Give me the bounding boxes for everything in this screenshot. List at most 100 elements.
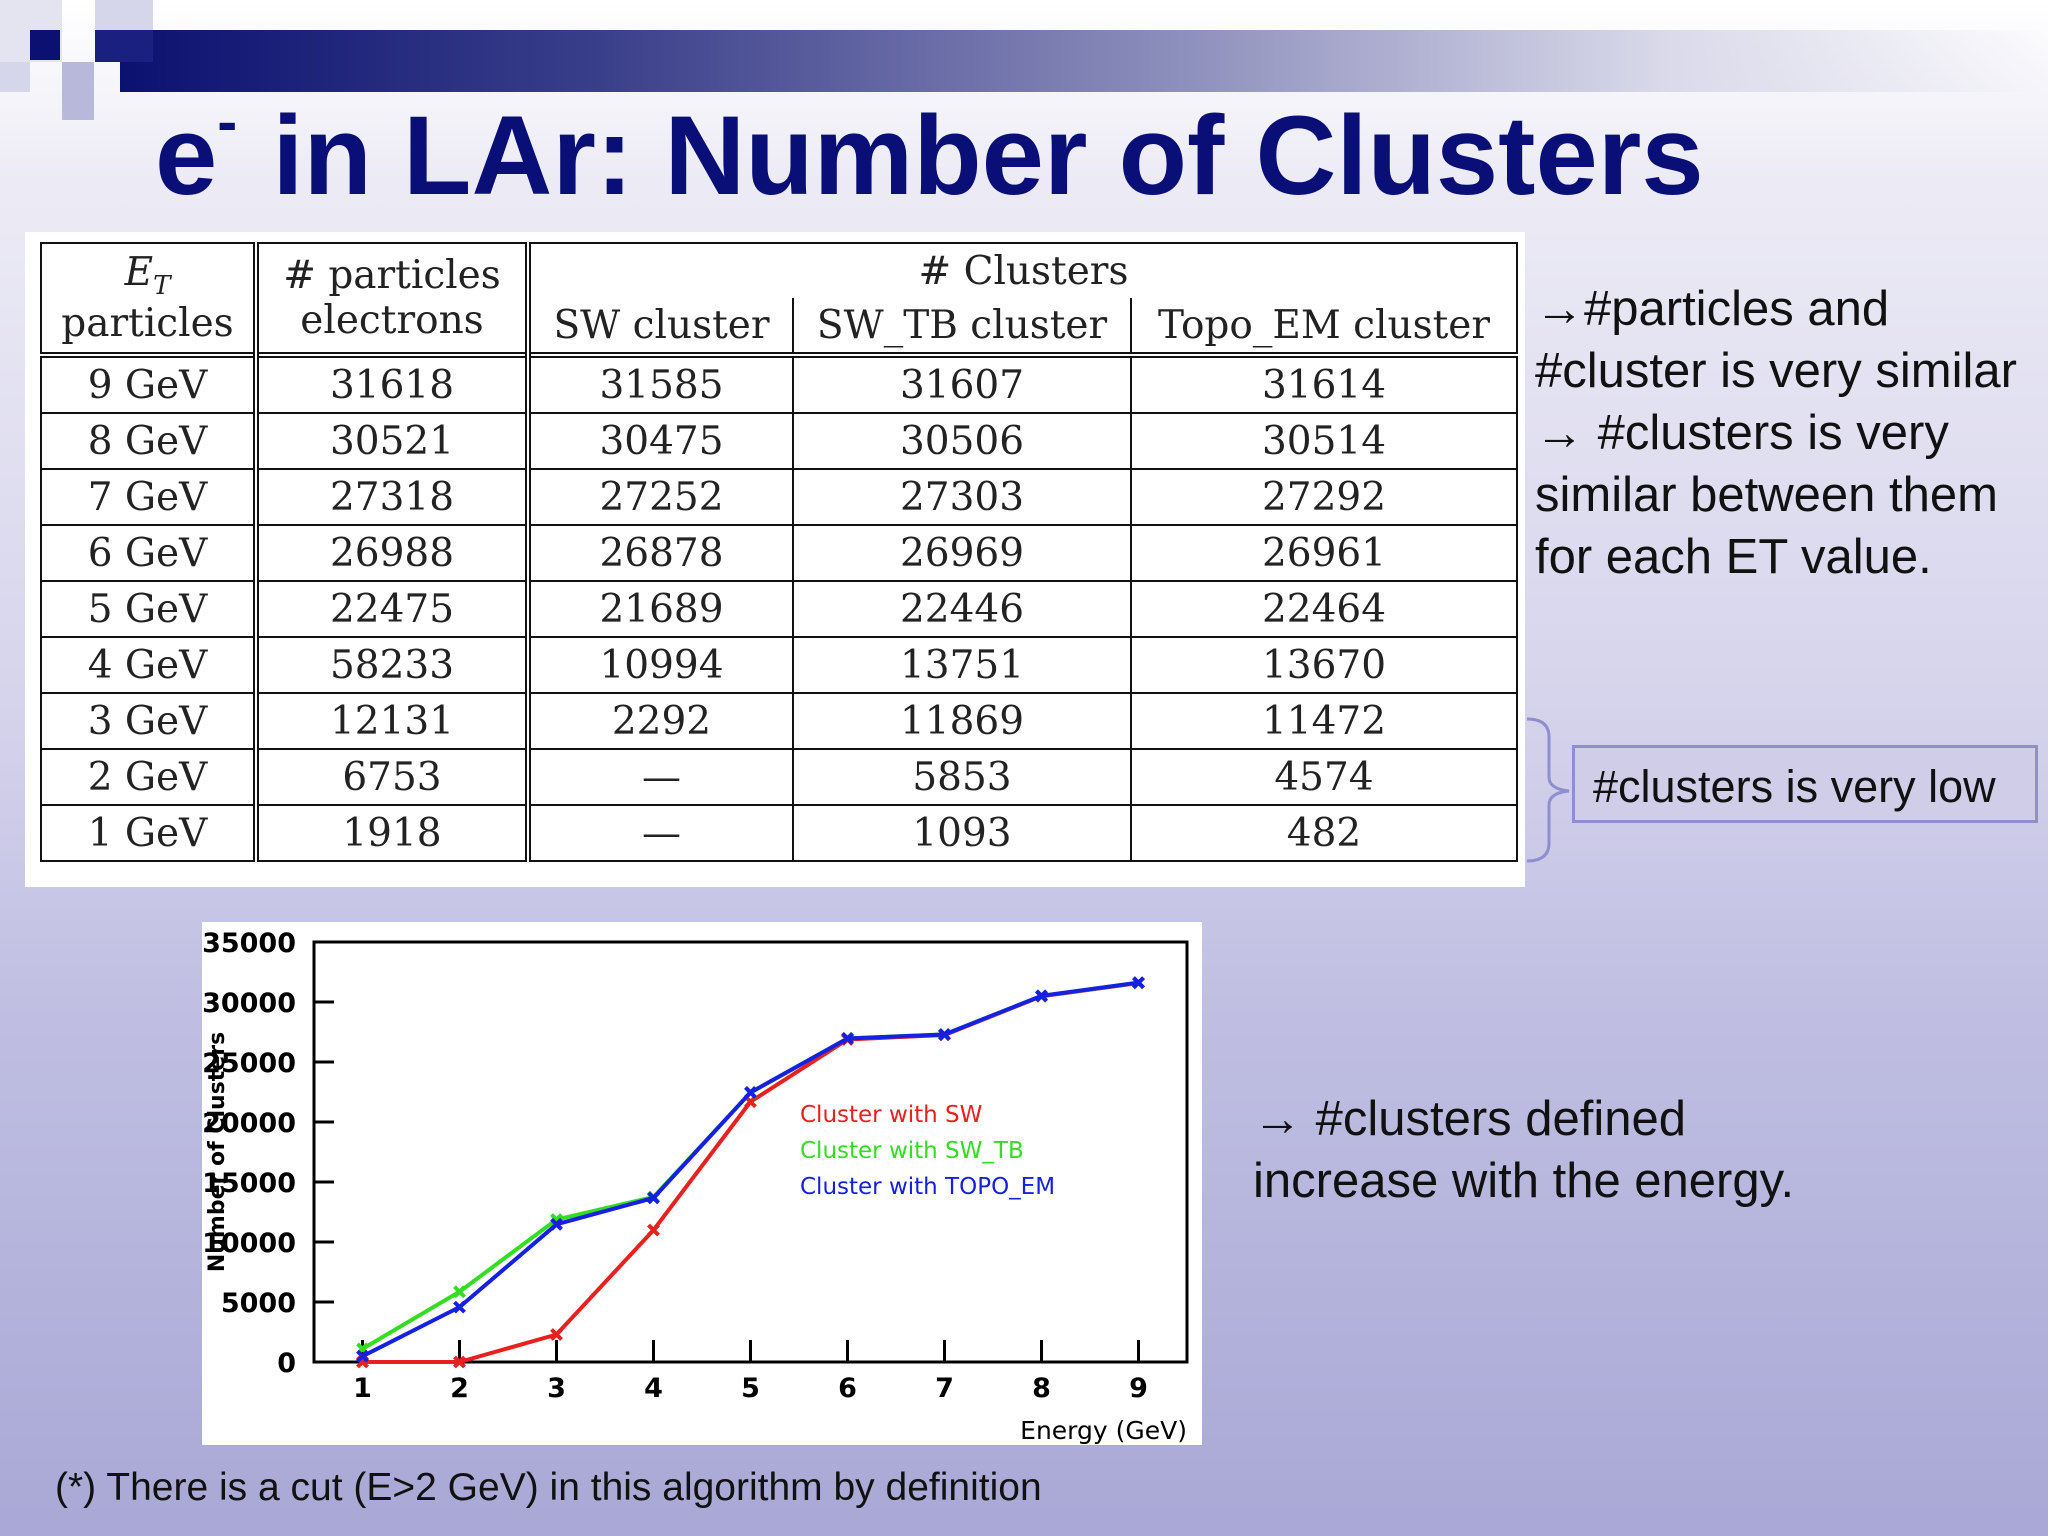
data-point [453, 1300, 466, 1314]
y-tick-label: 10000 [202, 1228, 296, 1259]
cell-sw-tb: 30506 [792, 412, 1132, 470]
header-particles: # particles electrons [255, 242, 531, 356]
data-point [356, 1349, 369, 1363]
header-sw: SW cluster [527, 298, 794, 356]
cell-sw-tb: 5853 [792, 748, 1132, 806]
cell-et: 8 GeV [40, 412, 259, 470]
cell-sw: 31585 [527, 352, 794, 414]
cell-sw: 27252 [527, 468, 794, 526]
y-axis-label: Number of Clusters [205, 1032, 230, 1272]
cell-electrons: 26988 [255, 524, 531, 582]
y-tick-label: 35000 [202, 928, 296, 959]
cell-topo-em: 13670 [1130, 636, 1518, 694]
cell-electrons: 30521 [255, 412, 531, 470]
y-tick-label: 15000 [202, 1168, 296, 1199]
series-line-cluster-with-sw [362, 980, 1139, 1364]
cell-topo-em: 26961 [1130, 524, 1518, 582]
cell-et: 2 GeV [40, 748, 259, 806]
cell-sw: — [527, 748, 794, 806]
deco-square [62, 62, 94, 120]
data-point [453, 1285, 466, 1299]
cell-sw: 21689 [527, 580, 794, 638]
y-tick-label: 30000 [202, 988, 296, 1019]
data-point [744, 1086, 757, 1099]
cell-topo-em: 30514 [1130, 412, 1518, 470]
similarity-note: →#particles and #cluster is very similar… [1535, 282, 2017, 584]
deco-square [95, 30, 153, 62]
y-tick-label: 0 [277, 1348, 296, 1379]
clusters-chart-svg: 1 2 3 4 5 6 7 8 9 0 5000 10000 15000 20000 25000 30000 3… [202, 928, 1189, 1445]
table-row: 4 GeV 58233 10994 13751 13670 [40, 636, 1518, 694]
x-tick-label: 4 [644, 1373, 663, 1404]
deco-square [95, 0, 153, 30]
deco-square [0, 62, 30, 92]
cell-electrons: 12131 [255, 692, 531, 750]
x-tick-label: 1 [353, 1373, 372, 1404]
cell-electrons: 31618 [255, 352, 531, 414]
data-point [550, 1217, 563, 1231]
cell-sw: 30475 [527, 412, 794, 470]
cell-sw: 2292 [527, 692, 794, 750]
cell-et: 7 GeV [40, 468, 259, 526]
cell-et: 1 GeV [40, 804, 259, 862]
clusters-chart: 1 2 3 4 5 6 7 8 9 0 5000 10000 15000 20000 25000 30000 3… [202, 922, 1202, 1445]
slide-title: e- in LAr: Number of Clusters [155, 88, 1704, 218]
x-tick-label: 8 [1032, 1373, 1051, 1404]
table-row: 3 GeV 12131 2292 11869 11472 [40, 692, 1518, 750]
y-tick-label: 5000 [221, 1288, 296, 1319]
y-tick-label: 25000 [202, 1048, 296, 1079]
cell-et: 5 GeV [40, 580, 259, 638]
x-tick-label: 3 [547, 1373, 566, 1404]
table-row: 8 GeV 30521 30475 30506 30514 [40, 412, 1518, 470]
cell-et: 4 GeV [40, 636, 259, 694]
series-line-cluster-with-topo-em [361, 980, 1139, 1359]
increase-note: → #clusters defined increase with the en… [1253, 1092, 1795, 1208]
header-sw-tb: SW_TB cluster [792, 298, 1132, 356]
table-row: 1 GeV 1918 — 1093 482 [40, 804, 1518, 862]
data-point [841, 1032, 854, 1045]
cell-topo-em: 11472 [1130, 692, 1518, 750]
cell-sw-tb: 31607 [792, 352, 1132, 414]
cell-topo-em: 31614 [1130, 352, 1518, 414]
header-et: ET particles [40, 242, 259, 356]
table-row: 9 GeV 31618 31585 31607 31614 [40, 352, 1518, 414]
data-point [1132, 976, 1145, 990]
data-point [938, 1028, 951, 1041]
cell-electrons: 6753 [255, 748, 531, 806]
data-point [550, 1328, 563, 1341]
deco-square [30, 30, 60, 60]
header-gradient-bar [120, 30, 2048, 92]
cell-electrons: 22475 [255, 580, 531, 638]
cell-topo-em: 482 [1130, 804, 1518, 862]
cell-et: 9 GeV [40, 352, 259, 414]
cell-sw-tb: 27303 [792, 468, 1132, 526]
data-point [1035, 989, 1048, 1003]
data-point [453, 1355, 466, 1369]
header-topo-em: Topo_EM cluster [1130, 298, 1518, 356]
x-tick-label: 5 [741, 1373, 760, 1404]
cell-et: 6 GeV [40, 524, 259, 582]
table-row: 2 GeV 6753 — 5853 4574 [40, 748, 1518, 806]
clusters-table: ET particles # particles electrons # Clu… [40, 242, 1518, 862]
brace-icon [1526, 717, 1570, 863]
clusters-table-panel: ET particles # particles electrons # Clu… [25, 232, 1525, 887]
cell-topo-em: 22464 [1130, 580, 1518, 638]
legend-entry-cluster-with-sw-tb: Cluster with SW_TB [800, 1138, 1024, 1164]
header-clusters-group: # Clusters [527, 242, 1518, 298]
cell-topo-em: 4574 [1130, 748, 1518, 806]
data-point [647, 1223, 660, 1237]
x-axis-label: Energy (GeV) [1020, 1416, 1187, 1445]
cell-sw-tb: 26969 [792, 524, 1132, 582]
low-clusters-callout: #clusters is very low [1572, 745, 2038, 823]
legend-entry-cluster-with-topo-em: Cluster with TOPO_EM [800, 1174, 1055, 1200]
cell-topo-em: 27292 [1130, 468, 1518, 526]
data-point [647, 1191, 660, 1205]
footnote: (*) There is a cut (E>2 GeV) in this alg… [55, 1466, 1042, 1509]
x-tick-label: 6 [838, 1373, 857, 1404]
cell-sw: 10994 [527, 636, 794, 694]
cell-sw-tb: 13751 [792, 636, 1132, 694]
legend-entry-cluster-with-sw: Cluster with SW [800, 1102, 982, 1128]
x-tick-label: 7 [935, 1373, 954, 1404]
table-row: 6 GeV 26988 26878 26969 26961 [40, 524, 1518, 582]
cell-electrons: 1918 [255, 804, 531, 862]
